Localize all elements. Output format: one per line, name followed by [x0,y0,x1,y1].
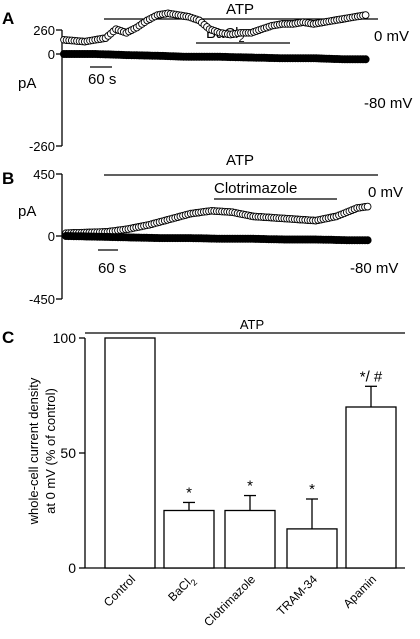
bar-bacl [163,509,215,569]
panel-a: A 260 0 -260 pA ATP BaCl2 60 s 0 mV -80 … [2,1,412,154]
panel-c-y-tick-label: 100 [53,330,77,346]
category-label: Clotrimazole [201,572,258,629]
panel-b-plot-area [62,202,372,245]
category-label: BaCl2 [165,572,199,606]
category-label: TRAM-34 [274,572,320,618]
panel-c-y-tick-label: 0 [68,560,76,576]
panel-b-tick-label-bottom: -450 [29,292,55,307]
significance-marker: */ # [360,368,383,385]
panel-c-y-tick-label: 50 [60,445,76,461]
panel-b-time-scale-label: 60 s [98,260,126,277]
trace-point-minus80mv [363,236,372,245]
panel-b-legend-0mv: 0 mV [368,184,403,201]
trace-point-0mv [361,11,370,19]
trace-point-minus80mv [361,55,370,64]
panel-b-letter: B [2,169,14,188]
panel-b-atp-label: ATP [226,152,254,169]
bar-apamin [345,406,397,569]
panel-c-letter: C [2,328,14,347]
panel-b-tick-label-zero: 0 [48,229,55,244]
significance-marker: * [247,478,253,495]
panel-a-y-axis-label: pA [18,75,36,92]
panel-c-bars: Control * BaCl2 * Clotrimazole * TRAM-34 */ # Ap… [101,337,397,629]
panel-c-y-axis-label-line1: whole-cell current density [26,377,41,525]
panel-b-legend-minus80mv: -80 mV [350,260,398,277]
panel-b-tick-label-top: 450 [33,167,55,182]
panel-a-letter: A [2,9,14,28]
panel-a-legend-0mv: 0 mV [374,28,409,45]
panel-a-tick-label-zero: 0 [48,47,55,62]
panel-a-tick-label-bottom: -260 [29,139,55,154]
panel-b: B 450 0 -450 pA ATP Clotrimazole 60 s 0 … [2,152,403,307]
trace-point-0mv [363,202,372,211]
category-label: Control [101,572,138,609]
panel-a-tick-label-top: 260 [33,23,55,38]
panel-b-y-axis-label: pA [18,203,36,220]
panel-a-time-scale-label: 60 s [88,71,116,88]
category-label: Apamin [340,572,379,611]
panel-b-clotrimazole-label: Clotrimazole [214,180,297,197]
panel-c-y-axis-label-line2: at 0 mV (% of control) [43,388,58,514]
panel-c-atp-label: ATP [240,317,264,332]
significance-marker: * [309,481,315,498]
panel-a-atp-label: ATP [226,1,254,18]
panel-a-legend-minus80mv: -80 mV [364,95,412,112]
bar-tram-34 [286,528,338,569]
bar-control [104,337,156,569]
panel-a-plot-area [60,9,370,64]
bar-clotrimazole [224,509,276,569]
significance-marker: * [186,484,192,501]
